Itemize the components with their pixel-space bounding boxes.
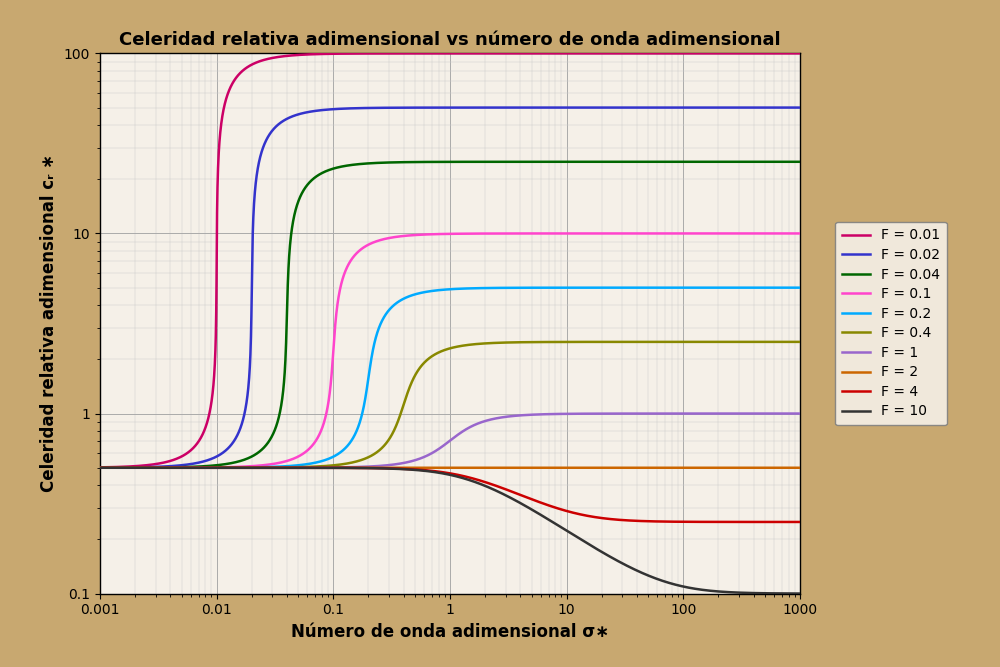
F = 0.04 bbox=[549, 158, 561, 166]
F = 0.02 bbox=[616, 103, 628, 111]
F = 2 bbox=[550, 464, 562, 472]
F = 0.01 bbox=[361, 49, 373, 57]
Y-axis label: Celeridad relativa adimensional cᵣ ∗: Celeridad relativa adimensional cᵣ ∗ bbox=[40, 155, 58, 492]
F = 0.2 bbox=[94, 464, 106, 472]
F = 1 bbox=[361, 463, 373, 471]
F = 0.4 bbox=[670, 338, 682, 346]
Line: F = 0.04: F = 0.04 bbox=[100, 162, 800, 468]
F = 0.04 bbox=[670, 158, 682, 166]
Line: F = 10: F = 10 bbox=[100, 468, 800, 594]
F = 0.04 bbox=[514, 158, 526, 166]
F = 2 bbox=[362, 464, 374, 472]
F = 10 bbox=[361, 464, 373, 472]
F = 0.2 bbox=[549, 283, 561, 291]
F = 2 bbox=[514, 464, 526, 472]
F = 0.02 bbox=[549, 103, 561, 111]
F = 0.2 bbox=[616, 283, 628, 291]
F = 4 bbox=[361, 464, 373, 472]
F = 10 bbox=[514, 499, 526, 507]
F = 10 bbox=[549, 520, 561, 528]
Title: Celeridad relativa adimensional vs número de onda adimensional: Celeridad relativa adimensional vs númer… bbox=[119, 31, 781, 49]
F = 0.1 bbox=[361, 241, 373, 249]
F = 0.02 bbox=[221, 445, 233, 453]
F = 1 bbox=[221, 464, 233, 472]
F = 0.02 bbox=[94, 464, 106, 472]
F = 0.01 bbox=[514, 49, 526, 57]
Line: F = 0.01: F = 0.01 bbox=[100, 53, 800, 468]
F = 2 bbox=[670, 464, 682, 472]
F = 0.4 bbox=[221, 464, 233, 472]
F = 2 bbox=[96, 464, 108, 472]
F = 1 bbox=[794, 410, 806, 418]
F = 0.1 bbox=[794, 229, 806, 237]
F = 0.4 bbox=[549, 338, 561, 346]
F = 0.04 bbox=[616, 158, 628, 166]
F = 4 bbox=[794, 518, 806, 526]
Line: F = 0.02: F = 0.02 bbox=[100, 107, 800, 468]
F = 0.04 bbox=[361, 159, 373, 167]
F = 0.2 bbox=[514, 283, 526, 291]
F = 0.4 bbox=[616, 338, 628, 346]
X-axis label: Número de onda adimensional σ∗: Número de onda adimensional σ∗ bbox=[291, 623, 609, 641]
F = 2 bbox=[617, 464, 629, 472]
F = 0.1 bbox=[221, 463, 233, 471]
F = 0.01 bbox=[94, 464, 106, 472]
F = 0.1 bbox=[616, 229, 628, 237]
F = 0.1 bbox=[549, 229, 561, 237]
F = 10 bbox=[616, 560, 628, 568]
F = 0.4 bbox=[94, 464, 106, 472]
F = 0.4 bbox=[514, 338, 526, 346]
F = 4 bbox=[616, 516, 628, 524]
F = 2 bbox=[94, 464, 106, 472]
F = 1 bbox=[549, 410, 561, 418]
F = 0.04 bbox=[221, 460, 233, 468]
F = 0.04 bbox=[94, 464, 106, 472]
F = 0.04 bbox=[794, 158, 806, 166]
F = 0.2 bbox=[361, 381, 373, 389]
F = 1 bbox=[616, 410, 628, 418]
F = 4 bbox=[670, 518, 682, 526]
F = 1 bbox=[94, 464, 106, 472]
F = 0.01 bbox=[616, 49, 628, 57]
F = 10 bbox=[94, 464, 106, 472]
F = 0.2 bbox=[794, 283, 806, 291]
F = 10 bbox=[670, 581, 682, 589]
F = 4 bbox=[549, 504, 561, 512]
F = 10 bbox=[794, 590, 806, 598]
F = 0.02 bbox=[794, 103, 806, 111]
F = 4 bbox=[221, 464, 233, 472]
F = 2 bbox=[116, 464, 128, 472]
Line: F = 1: F = 1 bbox=[100, 414, 800, 468]
Line: F = 4: F = 4 bbox=[100, 468, 800, 522]
F = 4 bbox=[94, 464, 106, 472]
F = 0.2 bbox=[221, 464, 233, 472]
F = 0.2 bbox=[670, 283, 682, 291]
F = 0.01 bbox=[549, 49, 561, 57]
F = 0.4 bbox=[361, 454, 373, 462]
F = 10 bbox=[221, 464, 233, 472]
Line: F = 0.2: F = 0.2 bbox=[100, 287, 800, 468]
F = 0.01 bbox=[670, 49, 682, 57]
F = 0.02 bbox=[514, 103, 526, 111]
F = 2 bbox=[221, 464, 233, 472]
F = 0.02 bbox=[670, 103, 682, 111]
F = 0.1 bbox=[514, 229, 526, 237]
F = 0.1 bbox=[94, 464, 106, 472]
Line: F = 0.4: F = 0.4 bbox=[100, 342, 800, 468]
F = 1 bbox=[514, 412, 526, 420]
F = 2 bbox=[794, 464, 806, 472]
Line: F = 0.1: F = 0.1 bbox=[100, 233, 800, 468]
F = 0.01 bbox=[221, 91, 233, 99]
F = 0.02 bbox=[361, 104, 373, 112]
F = 4 bbox=[514, 491, 526, 499]
F = 0.4 bbox=[794, 338, 806, 346]
F = 0.01 bbox=[794, 49, 806, 57]
F = 0.1 bbox=[670, 229, 682, 237]
Legend: F = 0.01, F = 0.02, F = 0.04, F = 0.1, F = 0.2, F = 0.4, F = 1, F = 2, F = 4, F : F = 0.01, F = 0.02, F = 0.04, F = 0.1, F… bbox=[835, 221, 947, 426]
F = 1 bbox=[670, 410, 682, 418]
